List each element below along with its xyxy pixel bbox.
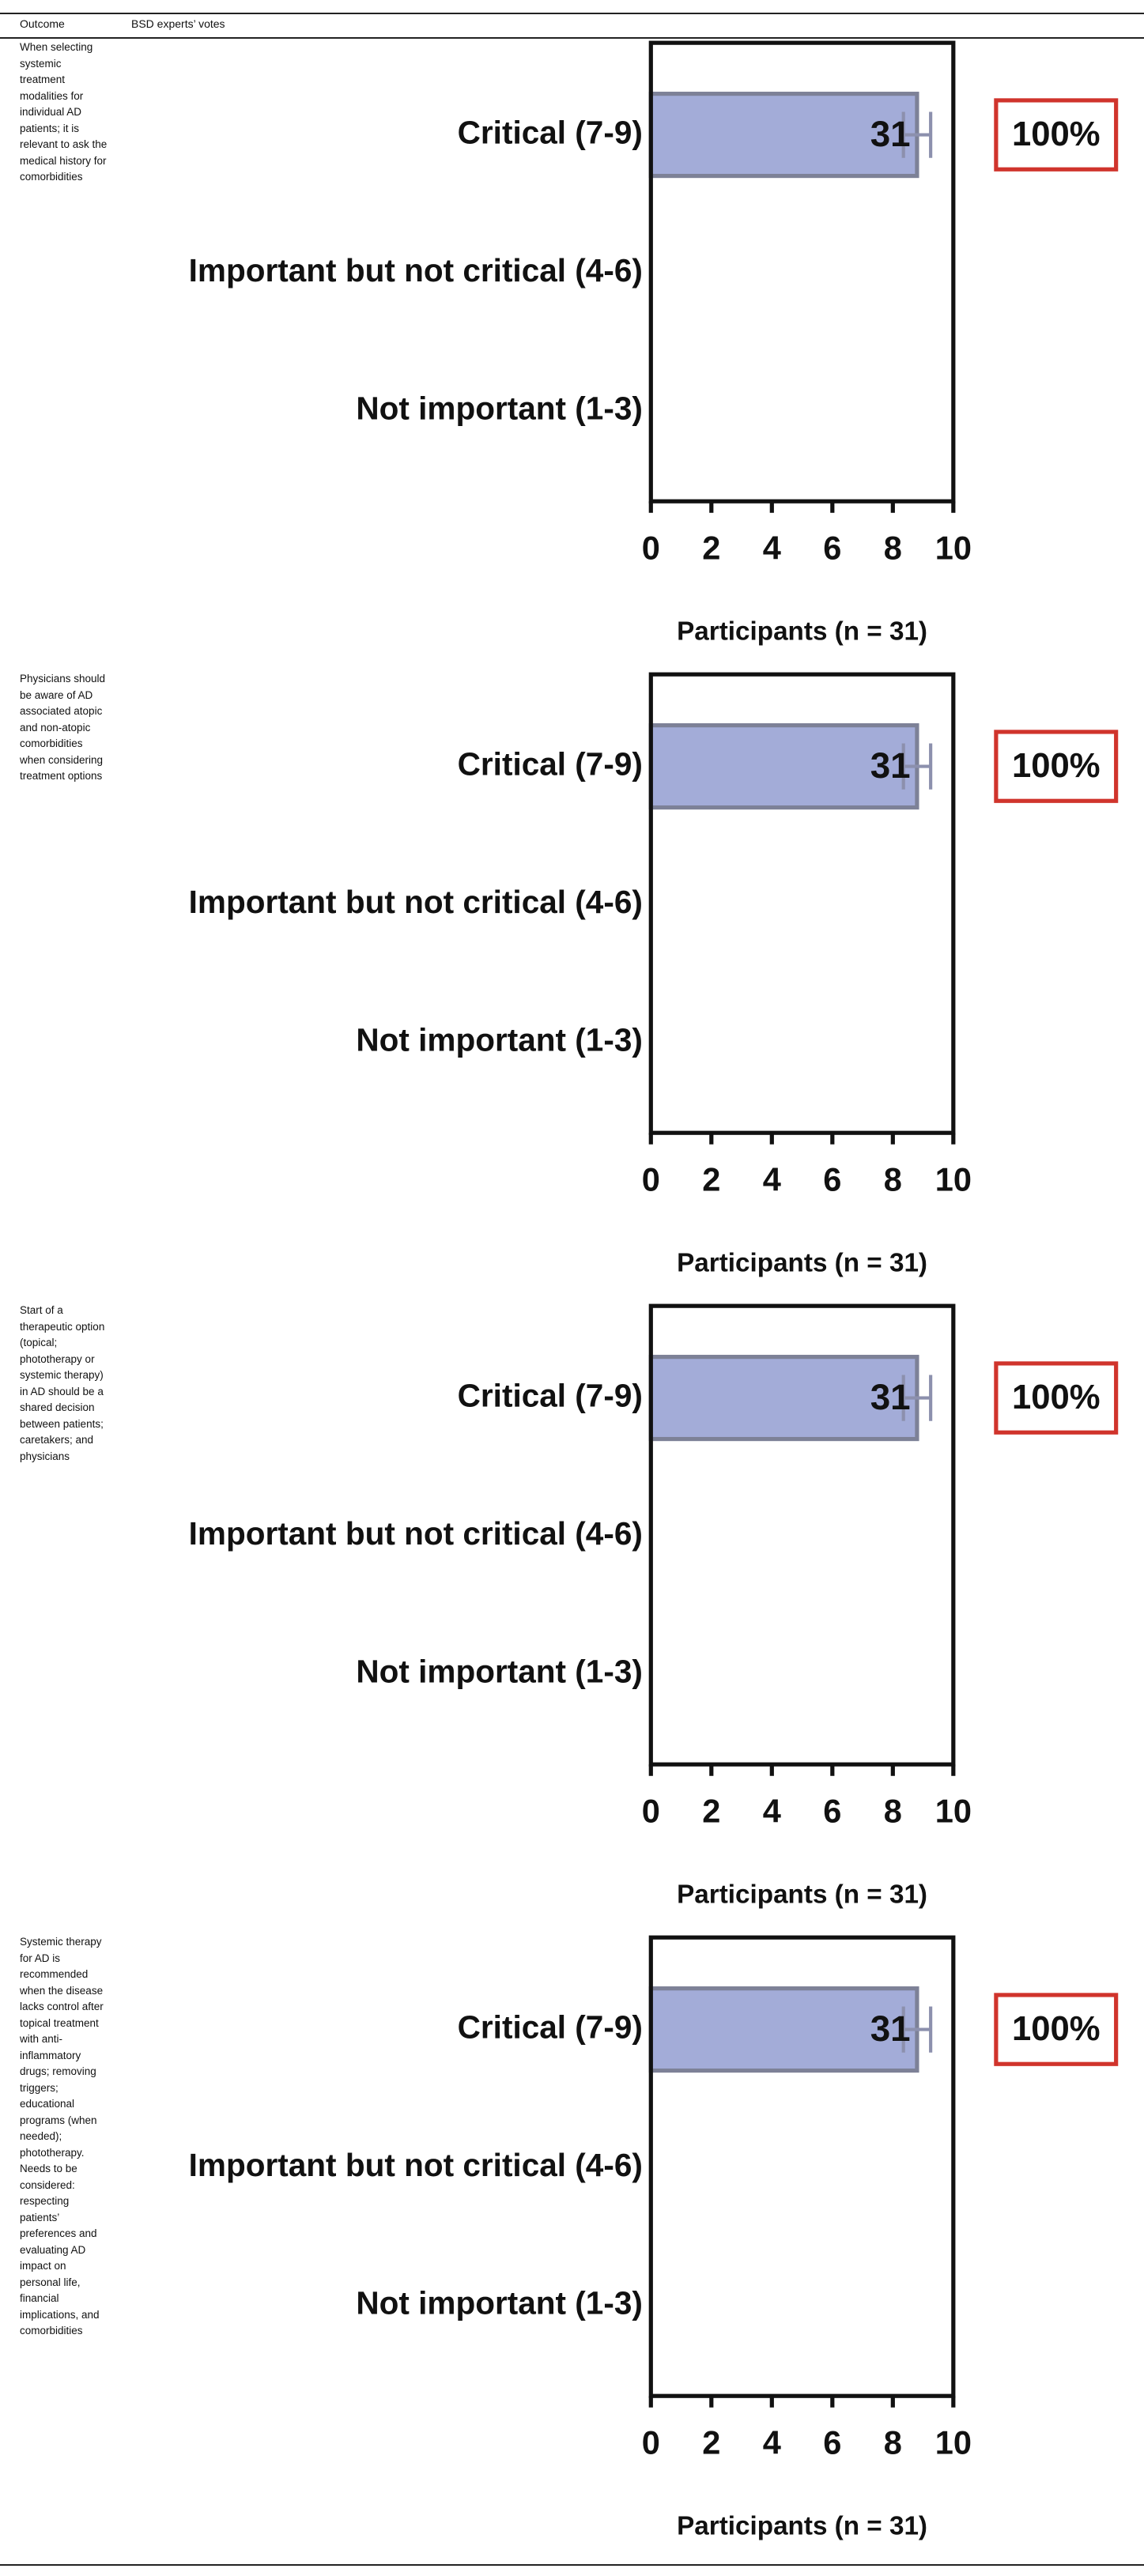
plot-frame xyxy=(648,672,956,1135)
category-label: Important but not critical (4-6) xyxy=(189,252,643,289)
category-label: Not important (1-3) xyxy=(356,390,643,427)
chart: Critical (7-9) 31 Important but not critic… xyxy=(189,672,1119,1277)
x-tick-label: 2 xyxy=(702,1793,720,1830)
bar xyxy=(648,1986,919,2073)
x-tick-label: 4 xyxy=(763,1161,781,1198)
x-tick-label: 2 xyxy=(702,2424,720,2461)
x-tick-label: 6 xyxy=(823,1161,841,1198)
x-tick-label: 10 xyxy=(935,530,972,567)
category-label: Important but not critical (4-6) xyxy=(189,884,643,920)
x-tick-label: 4 xyxy=(763,530,781,567)
x-tick-label: 10 xyxy=(935,2424,972,2461)
bar xyxy=(648,1355,919,1442)
category-label: Important but not critical (4-6) xyxy=(189,2147,643,2183)
category-label: Critical (7-9) xyxy=(458,1377,643,1413)
plot-frame xyxy=(648,1303,956,1767)
category-label: Critical (7-9) xyxy=(458,745,643,782)
chart: Critical (7-9) 31 Important but not critic… xyxy=(189,1303,1119,1909)
category-label: Not important (1-3) xyxy=(356,2285,643,2321)
annotation: 100% xyxy=(1012,746,1101,785)
x-tick-label: 0 xyxy=(642,530,660,567)
annotation-box xyxy=(994,1993,1119,2066)
x-tick-label: 2 xyxy=(702,1161,720,1198)
x-tick-label: 0 xyxy=(642,1793,660,1830)
category-label: Important but not critical (4-6) xyxy=(189,1515,643,1552)
annotation-box xyxy=(994,1361,1119,1435)
error-bar xyxy=(901,743,933,790)
outcome-text: When selecting systemic treatment modali… xyxy=(20,41,108,183)
x-tick-label: 8 xyxy=(884,1793,902,1830)
annotation: 100% xyxy=(1012,1378,1101,1416)
category-label: Critical (7-9) xyxy=(458,114,643,150)
x-tick-label: 4 xyxy=(763,1793,781,1830)
category-label: Not important (1-3) xyxy=(356,1654,643,1690)
x-tick-label: 8 xyxy=(884,2424,902,2461)
annotation: 100% xyxy=(1012,115,1101,153)
x-tick-label: 6 xyxy=(823,530,841,567)
x-axis-label: Participants (n = 31) xyxy=(677,1880,927,1909)
error-bar xyxy=(901,2006,933,2053)
x-tick-label: 4 xyxy=(763,2424,781,2461)
x-tick-label: 8 xyxy=(884,530,902,567)
x-tick-label: 6 xyxy=(823,2424,841,2461)
header-rule xyxy=(0,37,1144,39)
outcome-text: Systemic therapy for AD is recommended w… xyxy=(20,1936,104,2337)
x-axis-label: Participants (n = 31) xyxy=(677,617,927,646)
header-votes: BSD experts’ votes xyxy=(131,17,225,30)
category-label: Not important (1-3) xyxy=(356,1022,643,1058)
top-rule xyxy=(0,13,1144,14)
bar-label: 31 xyxy=(870,2008,911,2049)
x-tick-label: 0 xyxy=(642,1161,660,1198)
annotation: 100% xyxy=(1012,2009,1101,2048)
annotation-box xyxy=(994,730,1119,803)
x-tick-label: 2 xyxy=(702,530,720,567)
bottom-rule xyxy=(0,2564,1144,2566)
bar-label: 31 xyxy=(870,1377,911,1417)
plot-frame xyxy=(648,40,956,504)
annotation-box xyxy=(994,98,1119,172)
bar-label: 31 xyxy=(870,745,911,786)
x-tick-label: 8 xyxy=(884,1161,902,1198)
category-label: Critical (7-9) xyxy=(458,2008,643,2045)
x-axis-label: Participants (n = 31) xyxy=(677,2511,927,2540)
x-axis-label: Participants (n = 31) xyxy=(677,1248,927,1277)
x-tick-label: 6 xyxy=(823,1793,841,1830)
chart: Critical (7-9) 31 Important but not critic… xyxy=(189,40,1119,646)
bar-label: 31 xyxy=(870,114,911,154)
outcome-text: Physicians should be aware of AD associa… xyxy=(20,673,106,782)
outcome-text: Start of a therapeutic option (topical; … xyxy=(20,1304,105,1462)
error-bar xyxy=(901,1375,933,1421)
x-tick-label: 0 xyxy=(642,2424,660,2461)
x-tick-label: 10 xyxy=(935,1161,972,1198)
plot-frame xyxy=(648,1935,956,2398)
x-tick-label: 10 xyxy=(935,1793,972,1830)
header-outcome: Outcome xyxy=(20,17,65,30)
error-bar xyxy=(901,111,933,158)
chart: Critical (7-9) 31 Important but not critic… xyxy=(189,1935,1119,2540)
